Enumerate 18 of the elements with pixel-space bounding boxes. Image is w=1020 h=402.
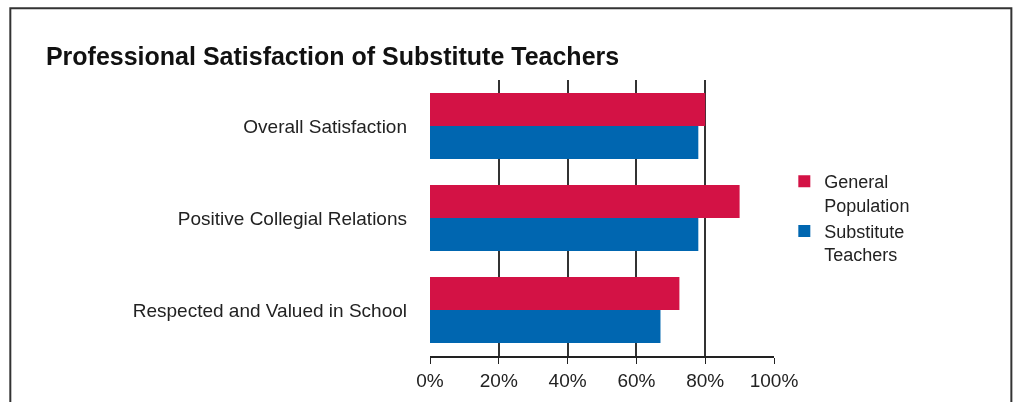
chart-title: Professional Satisfaction of Substitute Teachers [45, 42, 620, 71]
x-tick-label: 60% [617, 369, 656, 391]
bar [430, 92, 706, 126]
x-tick-label: 40% [548, 369, 587, 391]
y-tick-label: Respected and Valued in School [132, 299, 407, 321]
legend-label: Substitute Teachers [824, 222, 905, 266]
y-tick-label: Overall Satisfaction [243, 115, 407, 137]
bar [430, 276, 680, 310]
x-tick-label: 80% [686, 369, 725, 391]
legend-label: General Population [824, 172, 910, 216]
bar [430, 310, 661, 344]
x-tick-label: 20% [479, 369, 518, 391]
y-tick-label: Positive Collegial Relations [177, 207, 407, 229]
x-tick-label: 0% [416, 369, 444, 391]
bar [430, 218, 699, 252]
bar [430, 126, 699, 160]
bar [430, 184, 740, 218]
x-tick-label: 100% [749, 369, 799, 391]
